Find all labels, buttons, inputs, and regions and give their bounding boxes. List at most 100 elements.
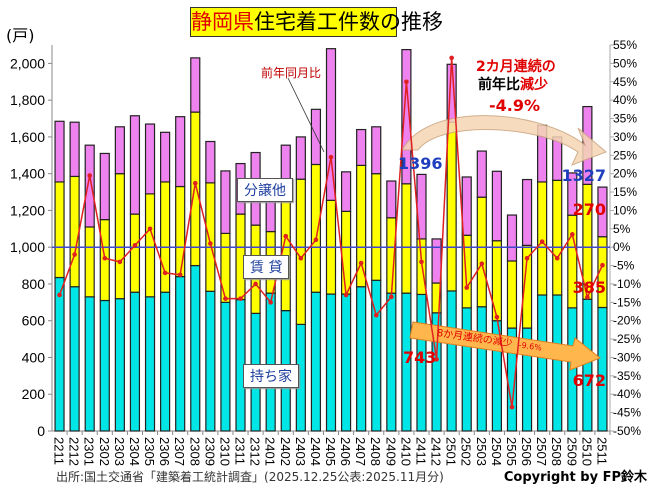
- bar-chintai: [446, 121, 457, 292]
- bar-chintai: [476, 196, 487, 308]
- y-tick-label: 400: [22, 349, 46, 365]
- yoy-point: [600, 262, 605, 268]
- bar-mochiie: [54, 276, 65, 432]
- bar-mochiie: [205, 290, 216, 432]
- yoy-point: [72, 252, 77, 257]
- x-tick-label: 2506: [519, 437, 534, 466]
- yoy-point: [328, 154, 334, 160]
- x-tick-label: 2304: [127, 437, 142, 466]
- bar-chintai: [175, 185, 186, 278]
- bar-mochiie: [190, 264, 201, 432]
- y-axis-unit: (戸): [6, 26, 35, 45]
- bar-bunjo: [461, 176, 472, 236]
- yoy-label-leader: [287, 77, 325, 153]
- label-270: 270: [572, 200, 606, 219]
- yoy-point: [434, 357, 439, 362]
- yoy-point: [238, 296, 243, 301]
- bar-bunjo: [325, 48, 337, 201]
- x-tick-label: 2511: [594, 437, 609, 465]
- x-tick-label: 2310: [217, 437, 232, 466]
- yoy-point: [87, 173, 93, 178]
- yoy-point: [539, 239, 545, 244]
- title-rest: 住宅着工件数の推移: [254, 10, 443, 34]
- yoy-point: [373, 312, 379, 318]
- x-tick-label: 2508: [549, 437, 564, 466]
- yoy-point: [404, 79, 409, 85]
- bar-bunjo: [401, 48, 412, 185]
- y-tick-label: 1,200: [10, 202, 45, 218]
- label-743: 743: [403, 348, 437, 367]
- bar-chintai: [144, 193, 156, 298]
- yoy-point: [479, 261, 485, 267]
- source-note: 出所:国土交通省「建築着工統計調査」(2025.12.25公表:2025.11月…: [56, 470, 444, 484]
- y2-tick-label: -35%: [613, 369, 641, 383]
- yoy-point: [147, 226, 153, 232]
- bar-mochiie: [144, 296, 156, 432]
- bar-bunjo: [129, 115, 141, 215]
- bar-bunjo: [114, 126, 125, 175]
- y2-tick-label: -25%: [613, 332, 641, 346]
- legend-label-chintai: 賃 貸: [243, 255, 290, 279]
- yoy-point: [554, 255, 560, 261]
- yoy-point: [283, 233, 289, 239]
- bar-chintai: [114, 173, 125, 300]
- bar-mochiie: [386, 292, 397, 432]
- bar-chintai: [160, 181, 171, 293]
- x-tick-label: 2302: [97, 437, 112, 466]
- bar-bunjo: [506, 214, 518, 262]
- x-tick-label: 2408: [368, 437, 383, 466]
- y2-tick-label: -40%: [613, 387, 641, 401]
- x-tick-label: 2401: [263, 437, 278, 466]
- y2-tick-label: 20%: [613, 167, 637, 181]
- yoy-point: [57, 292, 62, 298]
- x-tick-label: 2211: [52, 437, 67, 465]
- legend-label-bunjo: 分譲他: [237, 178, 293, 202]
- two-month-line2a: 前年比: [478, 77, 520, 93]
- yoy-point: [223, 296, 228, 301]
- bar-chintai: [371, 173, 382, 281]
- bar-chintai: [295, 178, 306, 325]
- bar-bunjo: [521, 178, 533, 246]
- bar-chintai: [401, 183, 412, 294]
- yoy-point: [192, 180, 198, 186]
- bar-mochiie: [99, 299, 110, 432]
- y-tick-label: 2,000: [10, 55, 45, 71]
- y-tick-label: 200: [22, 386, 46, 402]
- yoy-point: [494, 314, 500, 320]
- y-tick-label: 1,000: [10, 239, 45, 255]
- bar-mochiie: [446, 290, 457, 432]
- yoy-point: [177, 272, 183, 278]
- y-tick-label: 1,400: [10, 166, 45, 182]
- y2-tick-label: 55%: [613, 38, 637, 52]
- two-month-line2b: 減少: [520, 77, 548, 93]
- x-tick-label: 2305: [142, 437, 157, 466]
- x-tick-label: 2308: [187, 437, 202, 466]
- two-month-pct: -4.9%: [489, 96, 541, 115]
- eight-month-pct: -9.6%: [518, 340, 543, 353]
- x-tick-label: 2501: [444, 437, 459, 466]
- bar-mochiie: [114, 298, 125, 432]
- x-tick-label: 2410: [398, 437, 413, 466]
- x-tick-label: 2504: [489, 437, 504, 466]
- x-tick-label: 2307: [172, 437, 187, 466]
- bar-mochiie: [310, 291, 322, 432]
- bar-chintai: [205, 182, 216, 292]
- x-tick-label: 2301: [82, 437, 97, 466]
- bar-bunjo: [295, 136, 306, 180]
- x-tick-label: 2503: [474, 437, 489, 466]
- x-tick-label: 2505: [504, 437, 519, 466]
- label-385: 385: [572, 278, 606, 297]
- y2-tick-label: 0%: [613, 240, 631, 254]
- yoy-point: [313, 237, 319, 243]
- label-672: 672: [572, 371, 606, 390]
- bar-mochiie: [220, 301, 231, 432]
- bar-bunjo: [431, 238, 442, 284]
- x-tick-label: 2303: [112, 437, 127, 466]
- bar-mochiie: [175, 276, 186, 432]
- yoy-point: [524, 255, 530, 261]
- bar-bunjo: [310, 108, 322, 166]
- bar-chintai: [537, 181, 548, 296]
- y2-tick-label: 30%: [613, 130, 637, 144]
- x-tick-label: 2507: [534, 437, 549, 466]
- y2-tick-label: 40%: [613, 93, 637, 107]
